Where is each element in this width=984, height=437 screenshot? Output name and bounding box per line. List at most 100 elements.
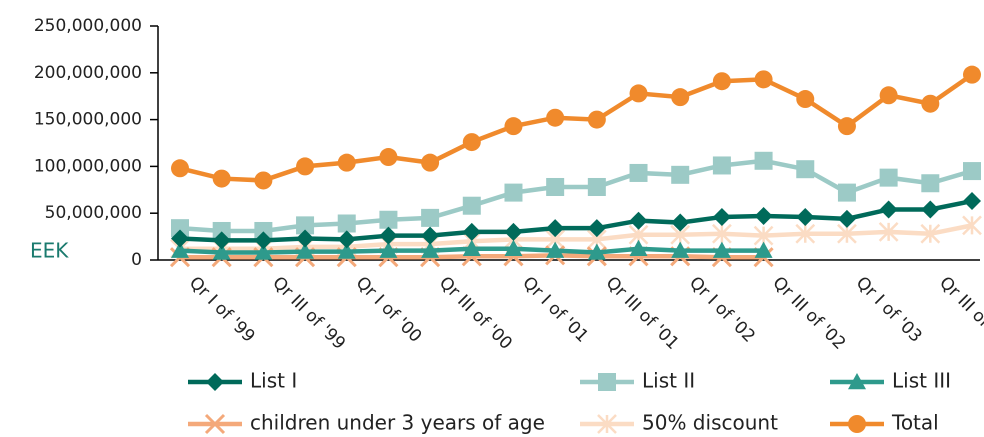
marker	[837, 117, 856, 136]
marker	[671, 213, 690, 232]
legend-label: List I	[250, 369, 297, 393]
legend-marker	[848, 415, 866, 433]
x-tick-label: Qr III of '02	[769, 273, 850, 354]
marker	[421, 153, 440, 172]
marker	[629, 163, 648, 182]
marker	[337, 153, 356, 172]
marker	[671, 241, 690, 258]
marker	[629, 239, 648, 256]
marker	[212, 231, 231, 250]
marker	[587, 177, 606, 196]
series-line	[180, 223, 973, 252]
marker	[504, 183, 523, 202]
y-axis-label: EEK	[30, 239, 69, 263]
legend-marker	[848, 373, 866, 390]
legend-marker	[204, 413, 226, 435]
marker	[921, 94, 940, 113]
marker	[796, 207, 815, 226]
marker	[879, 86, 898, 105]
marker	[296, 242, 315, 259]
legend-marker	[206, 373, 224, 391]
legend-label: Total	[891, 411, 939, 435]
marker	[712, 72, 731, 91]
marker	[462, 239, 481, 256]
marker	[421, 208, 440, 227]
marker	[296, 157, 315, 176]
x-tick-label: Qr I of '00	[352, 273, 426, 347]
marker	[629, 84, 648, 103]
y-tick-label: 150,000,000	[34, 110, 142, 130]
marker	[254, 221, 273, 240]
legend-marker	[598, 373, 616, 391]
marker	[337, 230, 356, 249]
marker	[587, 110, 606, 129]
marker	[963, 162, 981, 181]
marker	[254, 231, 273, 250]
marker	[587, 243, 606, 260]
x-tick-label: Qr III of '01	[602, 273, 683, 354]
marker	[796, 160, 815, 179]
marker	[296, 216, 315, 235]
marker	[712, 156, 731, 175]
marker	[921, 200, 940, 219]
legend-marker	[597, 414, 617, 434]
marker	[879, 200, 898, 219]
marker	[379, 148, 398, 167]
marker	[337, 214, 356, 233]
marker	[754, 241, 773, 258]
x-tick-label: Qr I of '01	[518, 273, 592, 347]
x-tick-label: Qr I of '03	[852, 273, 926, 347]
marker	[171, 159, 189, 178]
y-tick-label: 50,000,000	[45, 203, 142, 223]
marker	[254, 243, 273, 260]
x-tick-label: Qr I of '99	[185, 273, 259, 347]
x-tick-label: Qr III of '99	[268, 273, 349, 354]
marker	[629, 211, 648, 230]
marker	[421, 241, 440, 258]
marker	[504, 222, 523, 241]
marker	[171, 229, 189, 248]
marker	[379, 241, 398, 258]
marker	[920, 223, 941, 244]
marker	[337, 242, 356, 259]
marker	[379, 210, 398, 229]
legend-label: 50% discount	[642, 411, 778, 435]
x-tick-label: Qr I of '02	[685, 273, 759, 347]
marker	[754, 151, 773, 170]
marker	[712, 241, 731, 258]
marker	[212, 221, 231, 240]
marker	[546, 241, 565, 258]
marker	[712, 223, 732, 244]
marker	[879, 168, 898, 187]
marker	[962, 215, 982, 236]
marker	[171, 219, 189, 238]
legend-label: List II	[642, 369, 695, 393]
marker	[963, 192, 981, 211]
x-tick-label: Qr III of '00	[435, 273, 516, 354]
marker	[712, 207, 731, 226]
marker	[212, 169, 231, 188]
marker	[795, 223, 816, 244]
marker	[462, 133, 481, 152]
y-tick-label: 250,000,000	[34, 16, 142, 36]
marker	[796, 90, 815, 109]
marker	[878, 222, 899, 242]
marker	[212, 243, 231, 260]
marker	[546, 219, 565, 238]
marker	[504, 239, 523, 256]
marker	[296, 229, 315, 248]
marker	[379, 226, 398, 245]
marker	[587, 219, 606, 238]
marker	[754, 207, 773, 226]
y-tick-label: 100,000,000	[34, 156, 142, 176]
marker	[171, 241, 189, 258]
marker	[921, 174, 940, 193]
marker	[254, 171, 273, 190]
marker	[671, 88, 690, 107]
marker	[671, 165, 690, 184]
marker	[462, 196, 481, 215]
y-tick-label: 200,000,000	[34, 63, 142, 83]
marker	[546, 108, 565, 127]
marker	[462, 222, 481, 241]
